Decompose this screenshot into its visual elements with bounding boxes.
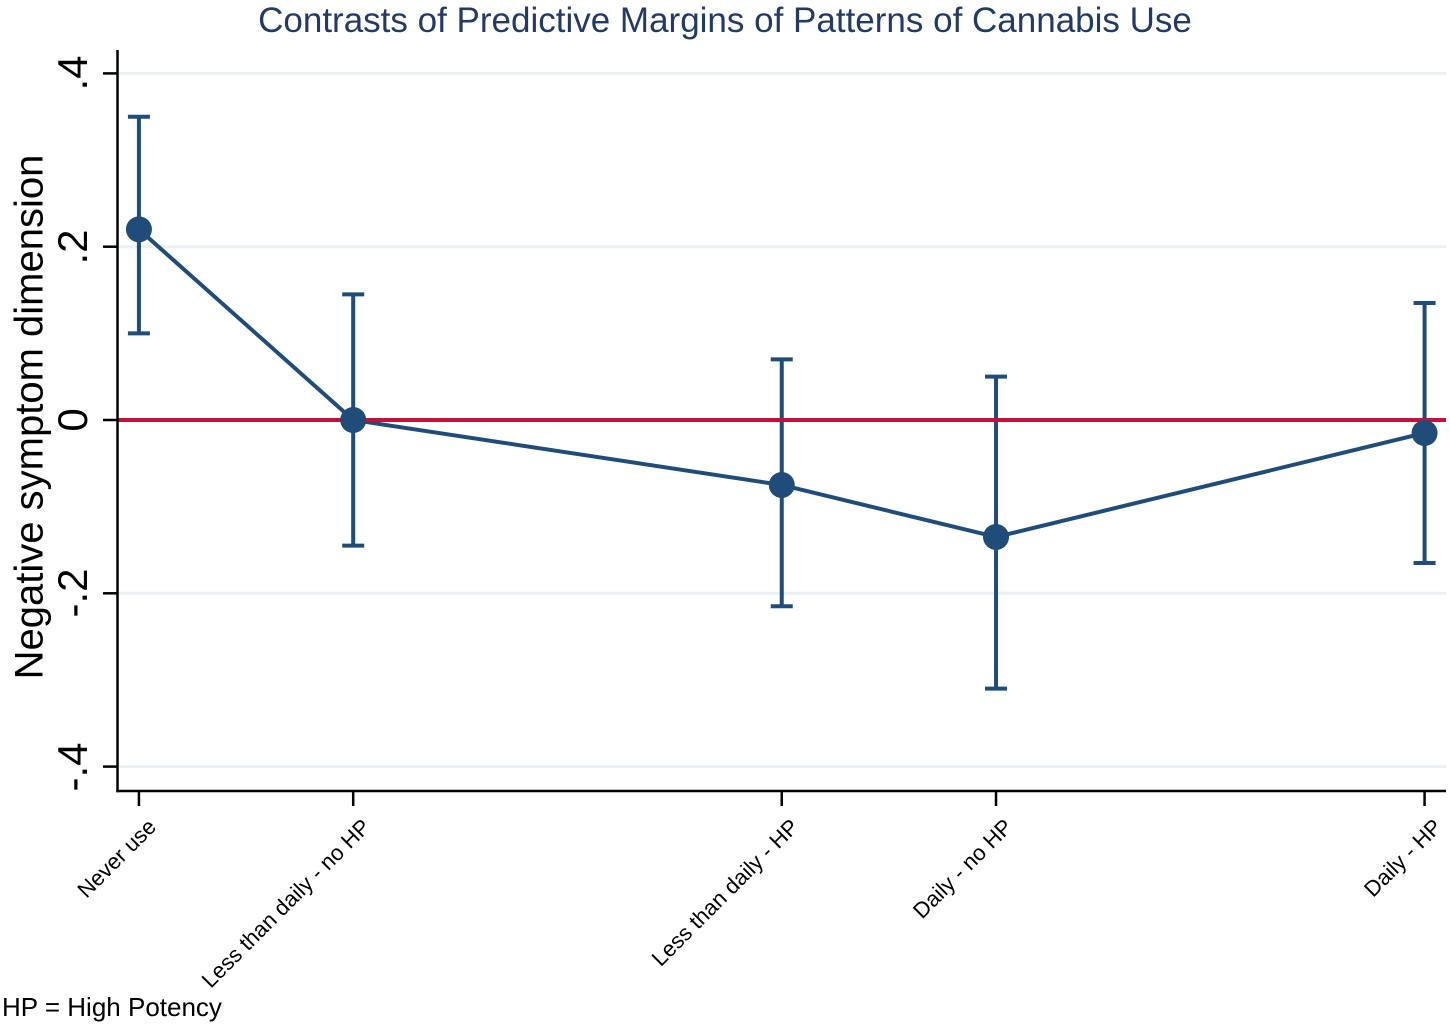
data-point-marker [983, 523, 1010, 550]
y-axis-title: Negative symptom dimension [7, 154, 52, 680]
data-point-marker [125, 216, 152, 243]
y-axis-tick-label: 0 [49, 408, 96, 432]
footnote-hp-definition: HP = High Potency [2, 992, 222, 1022]
y-axis-tick-label: .2 [49, 229, 96, 265]
y-axis-tick-label: .4 [49, 55, 96, 91]
data-point-marker [768, 471, 795, 498]
chart-title: Contrasts of Predictive Margins of Patte… [258, 1, 1192, 40]
data-point-marker [340, 407, 367, 433]
data-point-marker [1411, 419, 1438, 446]
y-axis-tick-label: -.2 [49, 568, 96, 618]
y-axis-tick-label: -.4 [49, 742, 96, 792]
